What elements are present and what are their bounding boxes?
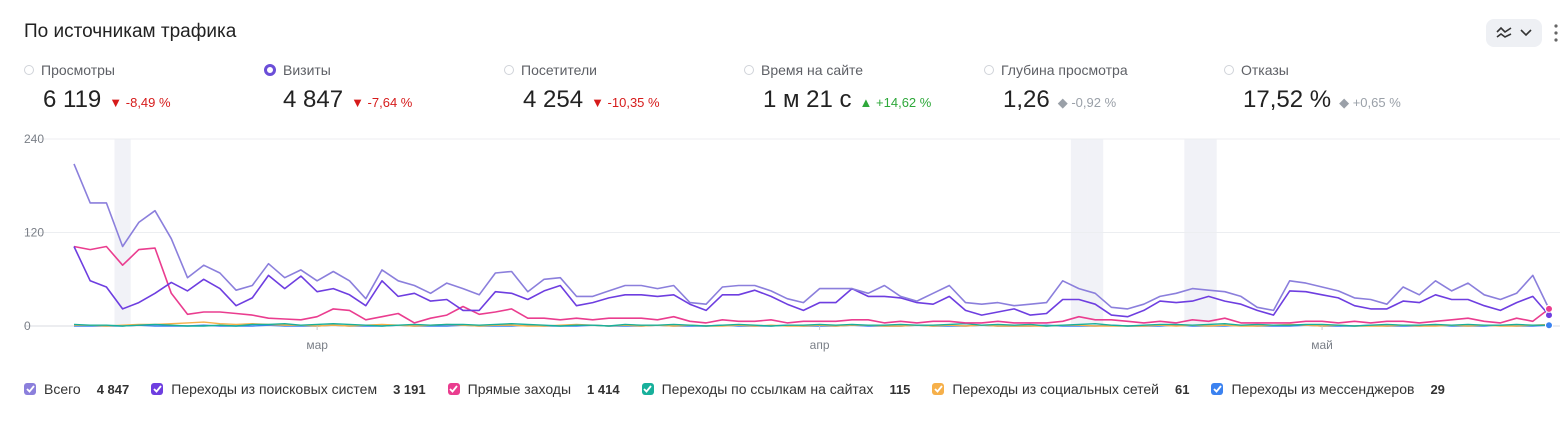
checkbox-icon[interactable]	[447, 383, 460, 395]
checkbox-icon[interactable]	[151, 383, 164, 395]
legend-total: 29	[1430, 381, 1445, 397]
metric-label: Посетители	[521, 62, 597, 78]
radio-icon[interactable]	[1224, 65, 1234, 75]
chart-lines-icon	[1496, 26, 1512, 38]
checkbox-icon[interactable]	[24, 383, 36, 395]
radio-icon[interactable]	[504, 65, 514, 75]
x-tick-label: апр	[810, 338, 830, 352]
metric-value: 4 254	[523, 86, 584, 113]
metric-delta: ▲ +14,62 %	[859, 95, 932, 110]
legend-total: 61	[1175, 381, 1190, 397]
legend-label: Переходы по ссылкам на сайтах	[661, 381, 874, 397]
checkbox-icon[interactable]	[1211, 383, 1224, 395]
legend-total: 4 847	[96, 381, 130, 397]
metric-label: Отказы	[1241, 62, 1289, 78]
metric-delta: ◆ -0,92 %	[1057, 95, 1117, 110]
x-tick-label: май	[1311, 338, 1333, 352]
legend-label: Прямые заходы	[467, 381, 572, 397]
chart-legend: Всего 4 847 Переходы из поисковых систем 3…	[24, 381, 1467, 397]
metric-value: 17,52 %	[1243, 86, 1332, 113]
metric-visits[interactable]: Визиты 4 847 ▼ -7,64 %	[264, 60, 412, 114]
y-tick-label: 240	[24, 132, 44, 146]
metric-time-on-site[interactable]: Время на сайте 1 м 21 с ▲ +14,62 %	[744, 60, 931, 114]
legend-item-direct[interactable]: Прямые заходы 1 414	[447, 381, 620, 397]
x-tick-label: мар	[306, 338, 328, 352]
y-tick-label: 0	[24, 319, 31, 333]
metric-delta: ▼ -7,64 %	[351, 95, 413, 110]
metric-value: 6 119	[43, 86, 102, 113]
legend-label: Переходы из социальных сетей	[952, 381, 1160, 397]
legend-item-total[interactable]: Всего 4 847	[24, 381, 129, 397]
legend-label: Переходы из мессенджеров	[1231, 381, 1415, 397]
series-line	[73, 322, 1549, 327]
radio-icon[interactable]	[984, 65, 994, 75]
metric-label: Время на сайте	[761, 62, 864, 78]
legend-total: 3 191	[393, 381, 426, 397]
metric-value: 1 м 21 с	[763, 86, 852, 113]
radio-selected-icon[interactable]	[264, 64, 276, 76]
checkbox-icon[interactable]	[641, 383, 654, 395]
metric-value: 4 847	[283, 86, 344, 113]
legend-item-links[interactable]: Переходы по ссылкам на сайтах 115	[641, 381, 911, 397]
metric-visitors[interactable]: Посетители 4 254 ▼ -10,35 %	[504, 60, 660, 114]
legend-label: Всего	[44, 381, 81, 397]
y-tick-label: 120	[24, 226, 44, 240]
series-line	[73, 246, 1550, 318]
metric-bounce[interactable]: Отказы 17,52 % ◆ +0,65 %	[1224, 60, 1401, 114]
radio-icon[interactable]	[744, 65, 754, 75]
series-line	[73, 245, 1550, 324]
series-end-point[interactable]	[1545, 304, 1553, 313]
legend-item-messengers[interactable]: Переходы из мессенджеров 29	[1211, 381, 1445, 397]
legend-total: 115	[889, 381, 911, 397]
legend-item-search[interactable]: Переходы из поисковых систем 3 191	[151, 381, 426, 397]
legend-total: 1 414	[587, 381, 620, 397]
more-icon[interactable]	[1553, 22, 1559, 44]
series-line	[73, 163, 1550, 312]
metric-delta: ▼ -8,49 %	[109, 95, 171, 110]
chart-view-button[interactable]	[1486, 19, 1542, 47]
legend-label: Переходы из поисковых систем	[171, 381, 378, 397]
radio-icon[interactable]	[24, 65, 34, 75]
checkbox-icon[interactable]	[932, 383, 945, 395]
series-end-point[interactable]	[1545, 321, 1553, 330]
metric-depth[interactable]: Глубина просмотра 1,26 ◆ -0,92 %	[984, 60, 1128, 114]
metric-delta: ◆ +0,65 %	[1339, 95, 1401, 110]
legend-item-social[interactable]: Переходы из социальных сетей 61	[932, 381, 1189, 397]
metric-value: 1,26	[1003, 86, 1050, 113]
metric-label: Просмотры	[41, 62, 115, 78]
metric-label: Визиты	[283, 62, 331, 78]
chevron-down-icon	[1520, 29, 1532, 37]
metric-label: Глубина просмотра	[1001, 62, 1128, 78]
metric-pageviews[interactable]: Просмотры 6 119 ▼ -8,49 %	[24, 60, 171, 114]
page-title: По источникам трафика	[24, 21, 237, 42]
metric-delta: ▼ -10,35 %	[591, 95, 660, 110]
